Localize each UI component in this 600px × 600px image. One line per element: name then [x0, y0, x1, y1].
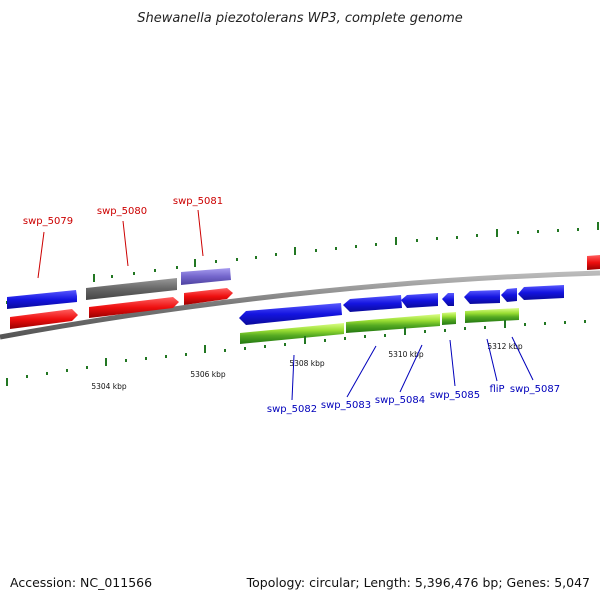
cds-swp_5080[interactable]	[89, 297, 179, 318]
gc-segment-4	[465, 308, 519, 323]
tick-label-5310: 5310 kbp	[388, 350, 424, 359]
tick-label-5306: 5306 kbp	[190, 370, 226, 379]
gene-label-swp_5082[interactable]: swp_5082	[267, 404, 317, 415]
gene-far-right-forward[interactable]	[587, 255, 600, 270]
bottom-gene-leaders	[291, 336, 534, 401]
map-title: Shewanella piezotolerans WP3, complete g…	[137, 11, 463, 26]
tick-label-5304: 5304 kbp	[91, 382, 127, 391]
gene-label-swp_5085[interactable]: swp_5085	[430, 390, 480, 401]
gene-swp_5084-reverse[interactable]	[401, 293, 438, 308]
gene-swp_5083-reverse[interactable]	[343, 295, 402, 312]
cds-swp_5081[interactable]	[184, 288, 233, 305]
genome-backbone	[0, 270, 600, 340]
gene-swp_5079-forward[interactable]	[7, 290, 77, 309]
gene-swp_5080-forward[interactable]	[86, 278, 177, 300]
gene-label-fliP[interactable]: fliP	[489, 384, 504, 395]
gc-segment-2	[346, 314, 440, 333]
gene-label-swp_5084[interactable]: swp_5084	[375, 395, 425, 406]
genome-summary-text: Topology: circular; Length: 5,396,476 bp…	[246, 575, 590, 590]
gene-label-swp_5080[interactable]: swp_5080	[97, 206, 147, 217]
gene-label-swp_5081[interactable]: swp_5081	[173, 196, 223, 207]
gc-segment-3	[442, 312, 456, 325]
top-gene-labels: swp_5079 swp_5080 swp_5081	[23, 196, 223, 227]
cds-swp_5079[interactable]	[10, 309, 78, 329]
lower-tick-dots	[6, 320, 586, 386]
lower-reverse-track	[239, 285, 564, 325]
gene-swp_5081-forward[interactable]	[181, 268, 231, 285]
tick-label-5312: 5312 kbp	[487, 342, 523, 351]
top-gene-leaders	[37, 209, 204, 279]
gene-label-swp_5079[interactable]: swp_5079	[23, 216, 73, 227]
gene-label-swp_5083[interactable]: swp_5083	[321, 400, 371, 411]
gene-swp_5087-reverse[interactable]	[518, 285, 564, 300]
gc-segment-1	[240, 323, 344, 344]
gene-swp_5082-reverse[interactable]	[239, 303, 342, 325]
upper-cds-track	[10, 288, 233, 329]
upper-forward-track	[7, 255, 600, 309]
accession-text: Accession: NC_011566	[10, 575, 152, 590]
kbp-tick-labels: 5304 kbp 5306 kbp 5308 kbp 5310 kbp 5312…	[91, 342, 523, 391]
bottom-gene-labels: swp_5082 swp_5083 swp_5084 swp_5085 fliP…	[267, 384, 560, 415]
gene-label-swp_5087[interactable]: swp_5087	[510, 384, 560, 395]
tick-label-5308: 5308 kbp	[289, 359, 325, 368]
gene-swp_5085-reverse[interactable]	[442, 293, 454, 306]
gc-content-track	[240, 308, 519, 344]
gene-swp_5086b-reverse[interactable]	[501, 288, 517, 302]
gene-fliP-reverse[interactable]	[464, 290, 500, 304]
